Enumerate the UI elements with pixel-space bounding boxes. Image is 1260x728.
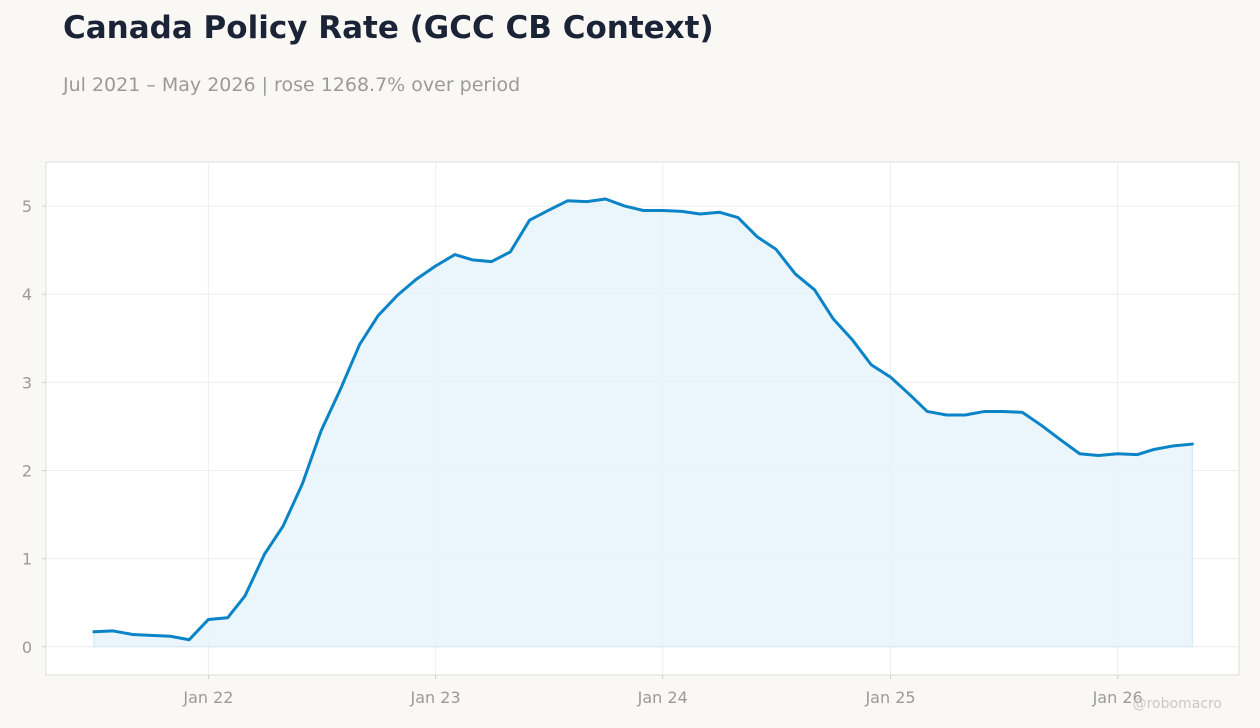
x-tick-label: Jan 23 [410, 688, 461, 707]
y-tick-label: 1 [22, 550, 32, 569]
x-tick-label: Jan 24 [637, 688, 688, 707]
watermark: @robomacro [1132, 696, 1222, 712]
chart-title: Canada Policy Rate (GCC CB Context) [63, 10, 714, 46]
y-axis-ticks: 0 1 2 3 4 5 [22, 197, 46, 657]
y-tick-label: 3 [22, 373, 32, 392]
y-tick-label: 5 [22, 197, 32, 216]
x-tick-label: Jan 22 [182, 688, 233, 707]
series-line-group [92, 197, 1194, 642]
series-line [92, 197, 1194, 642]
x-tick-label: Jan 25 [864, 688, 915, 707]
chart-subtitle: Jul 2021 – May 2026 | rose 1268.7% over … [63, 74, 521, 96]
y-tick-label: 4 [22, 285, 32, 304]
y-tick-label: 2 [22, 462, 32, 481]
x-axis-ticks: Jan 22 Jan 23 Jan 24 Jan 25 Jan 26 [182, 675, 1143, 707]
y-tick-label: 0 [22, 638, 32, 657]
x-tick-label: Jan 26 [1092, 688, 1143, 707]
